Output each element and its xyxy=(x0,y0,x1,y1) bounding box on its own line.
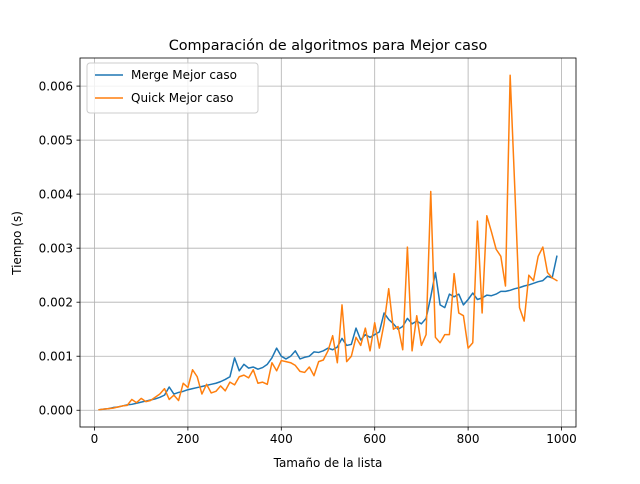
series-line-quick xyxy=(98,74,558,411)
x-tick-label: 600 xyxy=(363,432,386,446)
y-tick-label: 0.004 xyxy=(39,187,73,201)
x-tick-label: 200 xyxy=(176,432,199,446)
y-tick-label: 0.003 xyxy=(39,241,73,255)
x-tick-label: 400 xyxy=(270,432,293,446)
chart-title: Comparación de algoritmos para Mejor cas… xyxy=(169,38,488,54)
grid-lines xyxy=(80,58,576,427)
y-tick-label: 0.005 xyxy=(39,133,73,147)
y-tick-label: 0.006 xyxy=(39,79,73,93)
y-axis-ticks: 0.000 0.001 0.002 0.003 0.004 0.005 0.006 xyxy=(39,79,80,418)
x-axis-label: Tamaño de la lista xyxy=(273,456,383,470)
y-tick-label: 0.002 xyxy=(39,295,73,309)
series-line-merge xyxy=(98,255,558,411)
legend: Merge Mejor caso Quick Mejor caso xyxy=(86,62,259,114)
plot-frame xyxy=(79,57,577,428)
legend-label-quick: Quick Mejor caso xyxy=(131,91,233,105)
y-tick-label: 0.001 xyxy=(39,350,73,364)
x-tick-label: 0 xyxy=(91,432,99,446)
x-tick-label: 800 xyxy=(457,432,480,446)
y-tick-label: 0.000 xyxy=(39,404,73,418)
x-axis-ticks: 0 200 400 600 800 1000 xyxy=(91,427,577,446)
legend-box xyxy=(86,62,259,114)
series-lines xyxy=(98,74,558,411)
legend-label-merge: Merge Mejor caso xyxy=(131,68,237,82)
x-tick-label: 1000 xyxy=(546,432,577,446)
y-axis-label: Tiempo (s) xyxy=(10,211,24,276)
